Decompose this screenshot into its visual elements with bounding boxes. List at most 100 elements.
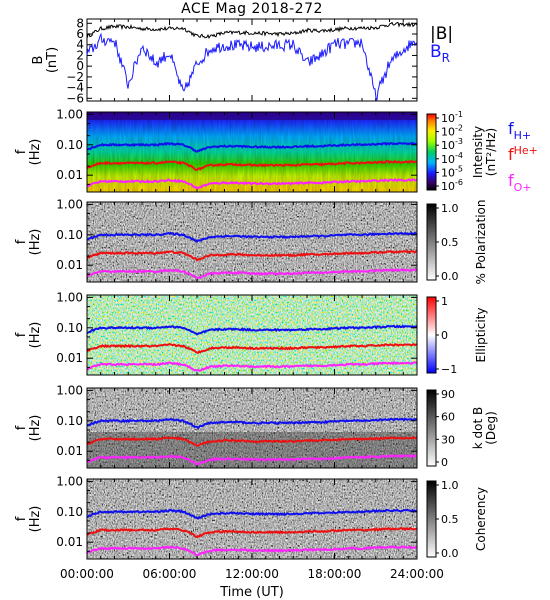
f-h-plus-line: [86, 231, 418, 244]
colorbar-tick-label: −1: [441, 363, 457, 376]
legend-b-r-sub: R: [442, 51, 450, 65]
colorbar: [426, 480, 437, 558]
y-tick-label: 6: [76, 27, 84, 41]
f-o-plus-line: [86, 545, 418, 557]
colorbar-tick-exponent: -5: [455, 164, 463, 173]
colorbar-label-line1: Intensity: [471, 126, 485, 178]
spectrogram-texture: [87, 202, 417, 282]
y-tick-label: 0: [76, 59, 84, 73]
spectrogram-texture: [87, 295, 417, 375]
f-h-plus-legend: fH+: [508, 119, 531, 142]
y-tick-label: 0.01: [56, 444, 83, 458]
legend-base: f: [508, 171, 514, 190]
legend-sub: O+: [514, 181, 532, 194]
ylabel-line2: (nT): [45, 47, 60, 73]
figure-title: ACE Mag 2018-272: [181, 1, 323, 17]
ylabel-line1: f: [14, 425, 29, 430]
f-he-plus-legend: fHe+: [508, 144, 538, 164]
legend-base: f: [508, 145, 514, 164]
f-o-plus-line: [86, 361, 418, 372]
ylabel-line1: f: [14, 239, 29, 244]
f-o-plus-line: [86, 178, 418, 190]
y-tick-label: −4: [66, 81, 84, 95]
colorbar-tick-label: 10-3: [441, 137, 463, 152]
colorbar-tick-label: 10-1: [441, 110, 463, 125]
colorbar-tick-label: 10-4: [441, 151, 463, 166]
ylabel-line2: (Hz): [28, 415, 43, 442]
y-tick-label: 1.00: [56, 474, 83, 488]
y-tick-label: −6: [66, 91, 84, 105]
spectrogram-texture: [87, 479, 417, 559]
f-he-plus-line: [86, 436, 418, 447]
panel-frame: [86, 18, 418, 102]
colorbar: [426, 296, 437, 374]
y-tick-label: 1.00: [56, 107, 83, 121]
f-o-plus-line: [86, 268, 418, 280]
ylabel-line2: (Hz): [28, 322, 43, 349]
y-tick-label: 0.01: [56, 168, 83, 182]
colorbar-tick-base: 10: [441, 153, 455, 166]
y-tick-label: 0.01: [56, 258, 83, 272]
y-tick-label: 0.01: [56, 351, 83, 365]
f-he-plus-line: [86, 526, 418, 538]
x-tick-label: 06:00:00: [143, 567, 197, 581]
legend-b-r-base: B: [430, 42, 442, 62]
colorbar-tick-exponent: -4: [455, 151, 463, 160]
ylabel-line2: (Hz): [28, 139, 43, 166]
f-he-plus-line: [86, 249, 417, 262]
legend-base: f: [508, 119, 514, 138]
colorbar-tick-exponent: -3: [455, 137, 463, 146]
colorbar-label-line1: k dot B: [471, 407, 485, 449]
spectrogram-texture: [87, 112, 417, 192]
colorbar-tick-base: 10: [441, 166, 455, 179]
f-h-plus-line: [86, 417, 418, 430]
colorbar-tick-label: 0.0: [441, 547, 459, 560]
f-h-plus-line: [86, 324, 418, 336]
panel-intensity: 1.000.100.01f (Hz)10-110-210-310-410-510-…: [14, 107, 538, 194]
y-tick-label: 8: [76, 16, 84, 30]
colorbar: [426, 203, 437, 281]
colorbar-tick-label: 1.0: [441, 202, 459, 215]
colorbar-tick-exponent: -1: [455, 110, 463, 119]
panel-coherency: 1.00 0.10 0.01 f (Hz) 1.0 0.5 0.0 Coherency: [14, 474, 488, 560]
colorbar: [426, 389, 437, 467]
series-b-total-line: [86, 21, 418, 40]
colorbar-tick-label: 10-6: [441, 178, 463, 193]
legend-b-r: BR: [430, 42, 450, 65]
x-tick-label: 12:00:00: [225, 567, 279, 581]
colorbar-label-line2: (nT²/Hz): [484, 128, 498, 176]
x-tick-label: 24:00:00: [390, 567, 444, 581]
y-tick-label: 0.10: [56, 321, 83, 335]
f-o-plus-line: [86, 454, 418, 467]
colorbar-tick-label: 1: [441, 295, 448, 308]
ylabel-line2: (Hz): [28, 506, 43, 533]
f-o-plus-legend: fO+: [508, 171, 532, 194]
f-h-plus-line: [86, 141, 418, 153]
spectrogram-texture: [87, 388, 417, 468]
colorbar-tick-label: 0.0: [441, 270, 459, 283]
colorbar-tick-label: 0.5: [441, 513, 459, 526]
series-b-r-line: [86, 32, 418, 102]
legend-b-total: |B|: [430, 24, 453, 44]
colorbar-tick-base: 10: [441, 112, 455, 125]
y-tick-label: 0.01: [56, 535, 83, 549]
ylabel-line1: f: [14, 149, 29, 154]
colorbar-tick-base: 10: [441, 139, 455, 152]
colorbar-label: Ellipticity: [474, 308, 488, 363]
x-tick-label: 18:00:00: [308, 567, 362, 581]
f-he-plus-line: [86, 342, 418, 355]
colorbar-tick-label: 0.5: [441, 236, 459, 249]
legend-sub: He+: [514, 144, 538, 157]
colorbar-tick-exponent: -2: [455, 124, 463, 133]
y-tick-label: 0.10: [56, 505, 83, 519]
colorbar: [426, 113, 437, 191]
colorbar-tick-exponent: -6: [455, 178, 463, 187]
y-tick-label: 0.10: [56, 228, 83, 242]
panel-ellipticity: 1.00 0.10 0.01 f (Hz) 1 0 −1 Ellipticity: [14, 290, 488, 376]
ylabel-line1: B: [31, 56, 46, 65]
x-tick-label: 00:00:00: [60, 567, 114, 581]
colorbar-label: Coherency: [474, 487, 488, 551]
colorbar-tick-label: 90: [441, 388, 455, 401]
panel-k-dot-b: 1.00 0.10 0.01 f (Hz) 90 60 30 0 k dot B (Deg): [14, 383, 498, 469]
y-tick-label: 1.00: [56, 383, 83, 397]
